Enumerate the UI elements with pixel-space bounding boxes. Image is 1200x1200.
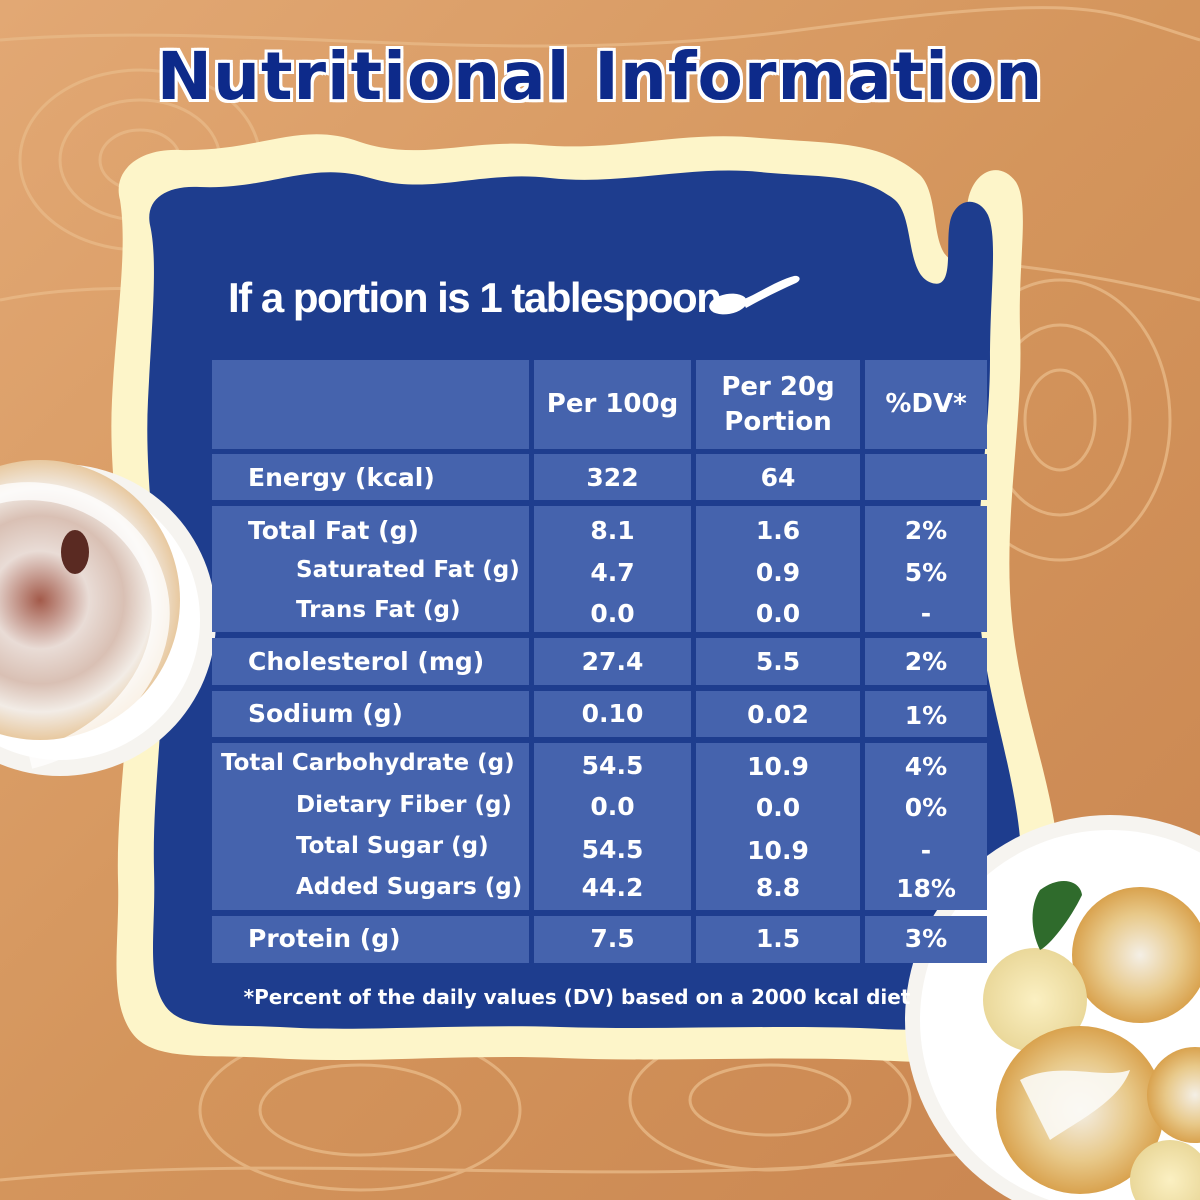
table-row-cholesterol: Cholesterol (mg) 27.4 5.5 2%	[212, 638, 987, 685]
row-value-dv: 18%	[896, 874, 956, 903]
row-value-per-100g: 0.10	[581, 699, 644, 728]
row-label: Total Carbohydrate (g)	[221, 750, 515, 776]
row-value-dv: 4%	[904, 752, 948, 781]
row-value-dv: 3%	[904, 924, 948, 953]
header-cell-per-20g: Per 20g Portion	[696, 360, 860, 449]
row-value-per-100g: 44.2	[581, 873, 644, 902]
row-value-per-100g: 322	[586, 463, 639, 492]
table-group-fat: Total Fat (g) Saturated Fat (g) Trans Fa…	[212, 506, 987, 632]
row-value-per-20g: 5.5	[755, 647, 801, 676]
row-value-dv: 5%	[904, 558, 948, 587]
row-value-dv	[865, 457, 987, 498]
table-header-row: Per 100g Per 20g Portion %DV*	[212, 360, 987, 449]
row-value-per-20g: 10.9	[747, 836, 809, 865]
row-label: Dietary Fiber (g)	[296, 792, 512, 818]
header-cell-per-100g: Per 100g	[534, 360, 691, 449]
row-value-per-100g: 0.0	[590, 792, 635, 821]
spoon-icon	[709, 275, 800, 315]
row-value-per-20g: 1.6	[755, 516, 801, 545]
table-row-protein: Protein (g) 7.5 1.5 3%	[212, 916, 987, 963]
row-value-dv: -	[920, 836, 932, 865]
row-value-dv: 0%	[904, 793, 948, 822]
table-group-carbohydrate: Total Carbohydrate (g) Dietary Fiber (g)…	[212, 743, 987, 910]
row-value-per-20g: 64	[760, 463, 796, 492]
table-row-energy: Energy (kcal) 322 64	[212, 454, 987, 500]
row-value-per-20g: 0.9	[755, 558, 801, 587]
row-value-per-20g: 1.5	[755, 924, 801, 953]
row-value-per-100g: 4.7	[590, 558, 635, 587]
row-value-per-100g: 27.4	[581, 647, 644, 676]
page-title: Nutritional Information	[156, 38, 1044, 115]
row-value-per-20g: 0.0	[755, 599, 801, 628]
row-label: Protein (g)	[248, 924, 401, 953]
row-value-dv: 1%	[904, 701, 948, 730]
row-label: Total Fat (g)	[248, 516, 419, 545]
header-cell-label	[212, 360, 529, 449]
row-label: Total Sugar (g)	[296, 833, 489, 859]
row-label: Added Sugars (g)	[296, 874, 523, 900]
row-label: Sodium (g)	[248, 699, 403, 728]
daily-value-footnote: *Percent of the daily values (DV) based …	[243, 985, 911, 1009]
row-value-per-100g: 54.5	[581, 835, 644, 864]
row-label: Trans Fat (g)	[296, 597, 461, 623]
row-value-per-100g: 8.1	[590, 516, 635, 545]
row-value-per-20g: 0.02	[747, 700, 809, 729]
row-value-per-100g: 0.0	[590, 599, 635, 628]
header-cell-dv: %DV*	[865, 360, 987, 449]
row-value-per-20g: 8.8	[755, 873, 801, 902]
table-row-sodium: Sodium (g) 0.10 0.02 1%	[212, 691, 987, 737]
row-value-dv: 2%	[904, 647, 948, 676]
row-label: Saturated Fat (g)	[296, 557, 520, 583]
row-value-per-20g: 0.0	[755, 793, 801, 822]
row-value-dv: 2%	[904, 516, 948, 545]
row-value-dv: -	[920, 599, 932, 628]
portion-subtitle: If a portion is 1 tablespoon	[228, 274, 722, 321]
row-value-per-100g: 7.5	[590, 924, 635, 953]
row-label: Cholesterol (mg)	[248, 647, 485, 676]
row-label: Energy (kcal)	[248, 463, 435, 492]
row-value-per-20g: 10.9	[747, 752, 809, 781]
row-value-per-100g: 54.5	[581, 751, 644, 780]
